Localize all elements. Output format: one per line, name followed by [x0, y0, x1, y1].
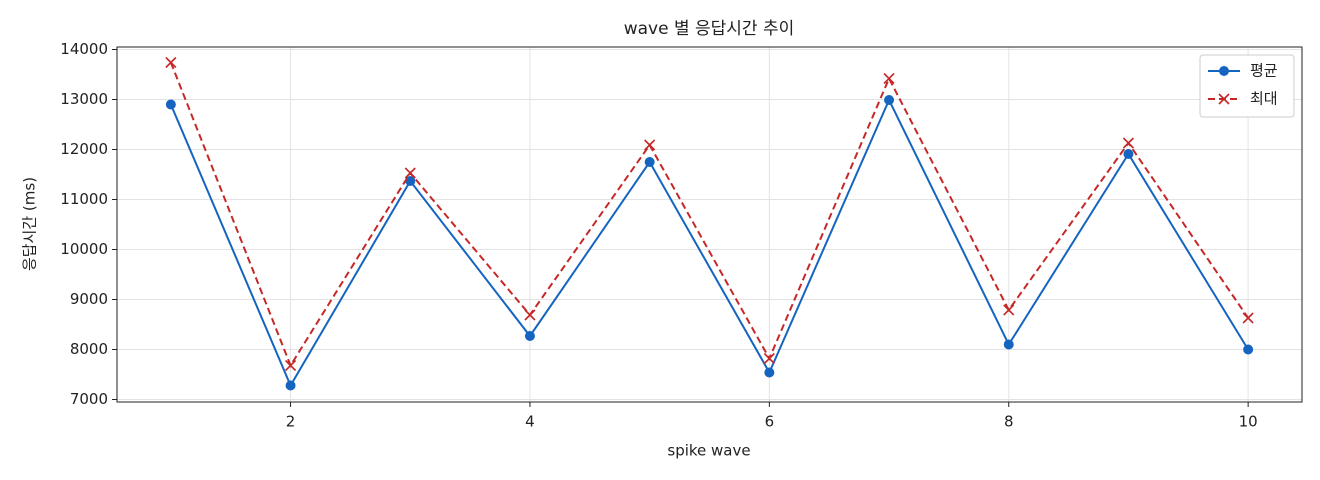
x-tick-label: 10: [1239, 413, 1258, 431]
point: [883, 72, 895, 85]
y-tick-label: 10000: [60, 240, 108, 258]
point: [1243, 344, 1254, 355]
y-tick-label: 11000: [60, 190, 108, 208]
point: [644, 157, 655, 167]
point: [644, 139, 656, 151]
x-tick-label: 8: [1004, 413, 1014, 431]
series-line: [169, 97, 1249, 388]
point: [404, 167, 416, 179]
y-axis-label: 응답시간 (ms): [21, 177, 39, 271]
y-tick-label: 13000: [60, 90, 108, 108]
y-tick-label: 9000: [70, 290, 108, 308]
series-line: [169, 62, 1249, 368]
point: [285, 380, 296, 391]
point: [764, 367, 775, 378]
point: [884, 95, 895, 105]
point: [1122, 137, 1135, 149]
chart-title: wave 별 응답시간 추이: [624, 19, 795, 39]
x-tick-label: 4: [525, 413, 535, 431]
point: [524, 331, 535, 341]
point: [405, 176, 416, 186]
legend-label: 평균: [1250, 62, 1278, 80]
point: [763, 352, 775, 365]
point: [1123, 149, 1134, 159]
point: [165, 99, 176, 110]
point: [165, 56, 177, 69]
legend-marker: [1218, 93, 1230, 105]
point: [1003, 304, 1015, 316]
y-tick-label: 7000: [70, 390, 108, 408]
x-axis-label: spike wave: [667, 442, 750, 460]
y-tick-label: 12000: [60, 140, 108, 158]
point: [1003, 339, 1014, 350]
legend-box: [1199, 54, 1295, 118]
point: [284, 359, 297, 372]
x-tick-label: 2: [286, 413, 296, 431]
point: [524, 309, 536, 321]
y-tick-label: 14000: [60, 40, 108, 58]
plot-frame: [116, 46, 1303, 403]
legend-marker: [1219, 66, 1229, 76]
x-tick-label: 6: [765, 413, 775, 431]
y-tick-label: 8000: [70, 340, 108, 358]
legend-label: 최대: [1250, 90, 1278, 108]
point: [1242, 312, 1254, 324]
